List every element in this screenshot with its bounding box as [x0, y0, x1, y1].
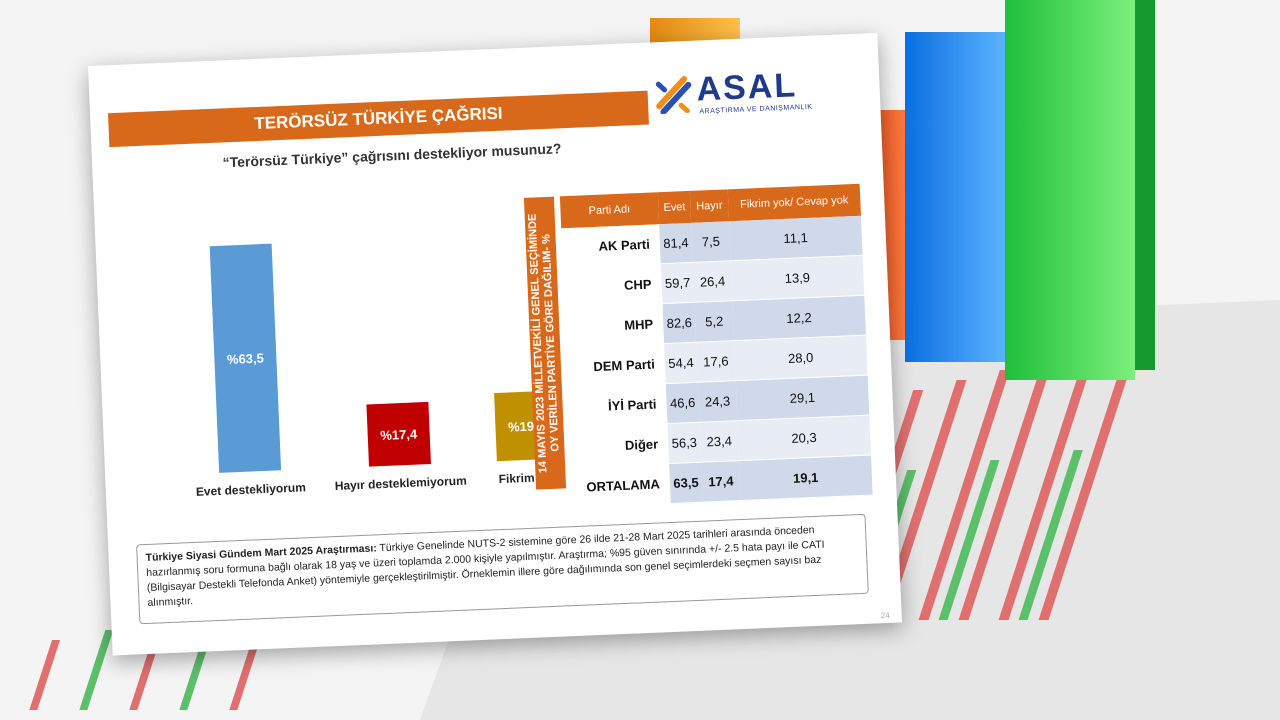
party-breakdown-table: Parti Adı Evet Hayır Fikrim yok/ Cevap y… — [559, 183, 873, 508]
table-cell-value: 7,5 — [691, 221, 731, 263]
col-header-yes: Evet — [657, 190, 692, 225]
bar-0 — [209, 243, 282, 473]
table-cell-value: 81,4 — [658, 222, 694, 264]
table-cell-value: 59,7 — [660, 262, 695, 304]
table-cell-party: Diğer — [569, 423, 669, 468]
presentation-slide: ASAL ARAŞTIRMA VE DANIŞMANLIK TERÖRSÜZ T… — [88, 32, 903, 656]
table-cell-value: 29,1 — [735, 375, 870, 421]
table-cell-party: AK Parti — [561, 224, 661, 268]
col-header-no: Hayır — [690, 189, 729, 223]
survey-question: “Terörsüz Türkiye” çağrısını destekliyor… — [222, 140, 562, 171]
table-cell-value: 82,6 — [662, 302, 697, 344]
table-cell-party: DEM Parti — [566, 343, 666, 388]
table-cell-value: 28,0 — [733, 335, 868, 381]
slide-title: TERÖRSÜZ TÜRKİYE ÇAĞRISI — [107, 90, 649, 148]
category-label: Hayır desteklemiyorum — [334, 474, 467, 494]
bar-data-label: %63,5 — [227, 351, 264, 368]
table-cell-value: 26,4 — [693, 260, 733, 303]
logo-wordmark: ASAL — [695, 66, 798, 109]
table-cell-value: 56,3 — [667, 422, 702, 464]
table-cell-party: ORTALAMA — [571, 463, 671, 508]
table-cell-value: 12,2 — [732, 295, 866, 341]
table-cell-value: 17,6 — [696, 340, 736, 383]
table-cell-value: 23,4 — [699, 420, 739, 463]
note-body: Türkiye Genelinde NUTS-2 sistemine göre … — [146, 523, 825, 609]
page-number: 24 — [880, 610, 890, 621]
table-cell-party: MHP — [564, 303, 664, 348]
table-cell-party: İYİ Parti — [567, 383, 668, 428]
bar-data-label: %17,4 — [380, 426, 418, 443]
category-label: Evet destekliyorum — [196, 480, 307, 499]
table-cell-party: CHP — [562, 263, 663, 308]
table-cell-value: 5,2 — [694, 300, 734, 343]
col-header-party: Parti Adı — [559, 192, 659, 229]
table-cell-value: 13,9 — [730, 255, 865, 301]
table-cell-value: 11,1 — [728, 215, 863, 261]
bar-1 — [366, 401, 431, 467]
table-cell-value: 46,6 — [665, 382, 700, 424]
table-cell-value: 24,3 — [698, 380, 738, 423]
table-cell-value: 20,3 — [737, 415, 871, 461]
table-cell-value: 17,4 — [701, 460, 741, 503]
table-cell-value: 19,1 — [738, 455, 873, 501]
table-cell-value: 54,4 — [663, 342, 699, 384]
asal-logo: ASAL ARAŞTIRMA VE DANIŞMANLIK — [654, 64, 856, 124]
category-label: Fikrim yok — [498, 470, 546, 487]
asal-logo-mark-icon — [655, 76, 692, 115]
support-bar-chart: %63,5 Evet destekliyorum %17,4 Hayır destek… — [196, 243, 547, 499]
methodology-note: Türkiye Siyasi Gündem Mart 2025 Araştırm… — [136, 513, 869, 625]
table-cell-value: 63,5 — [668, 462, 704, 504]
